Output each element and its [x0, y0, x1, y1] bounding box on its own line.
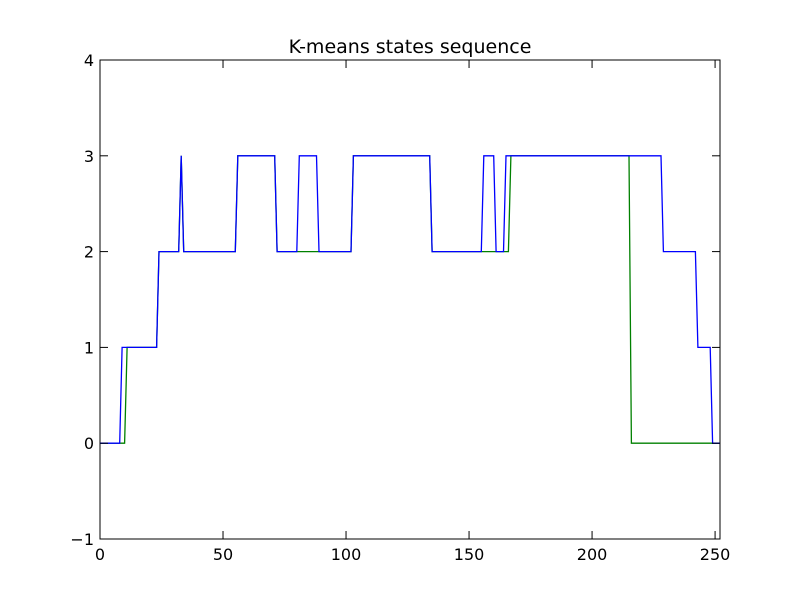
y-tick-label: 2 [84, 243, 94, 262]
x-tick-label: 0 [95, 545, 105, 564]
y-tick-label: 1 [84, 338, 94, 357]
chart-title: K-means states sequence [289, 36, 532, 58]
plot-area [99, 59, 721, 540]
x-tick-label: 200 [577, 545, 608, 564]
ticks-layer [99, 59, 720, 540]
y-tick-label: 0 [84, 434, 94, 453]
series-layer [100, 155, 720, 444]
series-line-2 [100, 155, 720, 444]
x-tick-label: 50 [213, 545, 233, 564]
x-tick-label: 250 [700, 545, 731, 564]
y-tick-label: −1 [70, 530, 94, 549]
x-tick-label: 100 [331, 545, 362, 564]
y-tick-label: 3 [84, 147, 94, 166]
y-tick-label: 4 [84, 51, 94, 70]
x-tick-label: 150 [454, 545, 485, 564]
